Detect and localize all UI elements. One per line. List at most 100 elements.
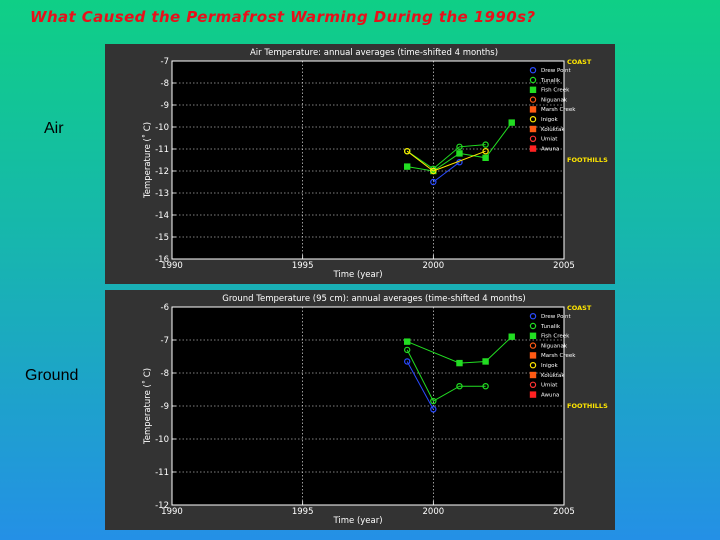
ground-x-axis-label: Time (year) — [332, 516, 382, 526]
air-y-tick-label: -9 — [161, 101, 169, 111]
air-x-tick-label: 1995 — [292, 261, 314, 271]
ground-x-tick-label: 2000 — [423, 507, 445, 517]
ground-legend-label-inigok: Inigok — [541, 363, 558, 369]
air-legend-label-inigok: Inigok — [541, 117, 558, 123]
ground-point-tunalik — [456, 382, 463, 390]
air-point-fish-creek — [456, 150, 463, 157]
ground-legend-marker-koluktak — [529, 371, 537, 379]
air-series-line-inigok — [406, 150, 486, 172]
ground-y-tick-label: -11 — [155, 468, 169, 478]
air-chart-title: Air Temperature: annual averages (time-s… — [250, 48, 498, 58]
ground-temperature-chart: 1990 1995 2000 2005 -6 -7 -8 -9 -10 -11 -12 Ground … — [142, 294, 608, 526]
ground-series-line-fish-creek — [407, 336, 513, 364]
air-series-line-tunalik — [406, 144, 486, 170]
air-y-tick-label: -14 — [155, 211, 169, 221]
ground-point-tunalik — [430, 397, 437, 405]
ground-point-tunalik — [404, 346, 411, 354]
air-legend-marker-umiat — [529, 135, 537, 143]
ground-y-tick-label: -10 — [155, 435, 169, 445]
ground-y-tick-label: -12 — [155, 501, 169, 511]
ground-temperature-chart-panel: 1990 1995 2000 2005 -6 -7 -8 -9 -10 -11 -12 Ground … — [105, 290, 615, 530]
ground-legend-coast-label: COAST — [567, 304, 592, 312]
air-legend-label-awuna: Awuna — [541, 146, 559, 152]
ground-series-line-drew-point — [406, 361, 434, 410]
air-legend-marker-fish-creek — [529, 86, 537, 93]
ground-legend-label-umiat: Umiat — [541, 383, 558, 389]
air-legend-label-marsh-creek: Marsh Creek — [541, 107, 576, 113]
air-x-tick-label: 2005 — [553, 261, 575, 271]
air-y-tick-label: -7 — [161, 57, 169, 67]
ground-legend-marker-niguanak — [529, 342, 537, 349]
ground-point-drew-point — [430, 406, 437, 413]
air-label: Air — [44, 120, 64, 137]
air-legend-marker-niguanak — [529, 96, 537, 103]
air-point-inigok — [482, 147, 489, 155]
air-series-line-drew-point — [432, 161, 460, 183]
ground-legend-label-koluktak: Koluktak — [541, 373, 565, 379]
air-legend-marker-drew-point — [529, 67, 537, 74]
ground-point-tunalik — [482, 382, 489, 390]
ground-point-fish-creek — [456, 359, 463, 367]
ground-legend-marker-inigok — [529, 361, 537, 369]
air-point-fish-creek — [482, 154, 489, 161]
air-temperature-chart-panel: 1990 1995 2000 2005 -7 -8 -9 -10 -11 -12 -13 -14 -15… — [105, 44, 615, 284]
ground-legend-marker-awuna — [529, 391, 537, 398]
air-point-inigok — [404, 147, 411, 155]
air-legend-marker-koluktak — [529, 125, 537, 133]
air-y-tick-label: -15 — [155, 233, 169, 243]
air-plot-area — [171, 60, 565, 260]
ground-legend-marker-tunalik — [529, 322, 537, 330]
air-legend-label-fish-creek: Fish Creek — [541, 88, 570, 94]
ground-x-tick-label: 1990 — [161, 507, 183, 517]
ground-point-fish-creek — [404, 338, 411, 345]
air-legend-label-niguanak: Niguanak — [541, 97, 568, 103]
ground-legend-label-awuna: Awuna — [541, 392, 559, 398]
ground-legend-foothills-label: FOOTHILLS — [567, 402, 608, 410]
ground-y-tick-label: -9 — [161, 402, 169, 412]
air-point-fish-creek — [404, 163, 411, 170]
air-point-tunalik — [456, 143, 463, 151]
ground-legend-marker-drew-point — [529, 313, 537, 320]
air-legend-foothills-label: FOOTHILLS — [567, 156, 608, 164]
ground-legend-label-tunalik: Tunalik — [540, 324, 561, 330]
slide-title: What Caused the Permafrost Warming Durin… — [30, 8, 536, 26]
ground-point-fish-creek — [508, 333, 515, 340]
ground-y-axis-label: Temperature (˚ C) — [142, 368, 153, 445]
air-y-axis-label: Temperature (˚ C) — [142, 122, 153, 199]
ground-legend-marker-umiat — [529, 381, 537, 389]
ground-point-fish-creek — [482, 358, 489, 365]
ground-label: Ground — [25, 367, 79, 384]
air-y-tick-label: -10 — [155, 123, 169, 133]
air-legend-marker-marsh-creek — [529, 106, 537, 113]
ground-y-tick-label: -6 — [161, 303, 169, 313]
air-legend-label-koluktak: Koluktak — [541, 127, 565, 133]
air-x-axis-label: Time (year) — [332, 270, 382, 280]
air-legend-marker-awuna — [529, 145, 537, 152]
ground-series-line-tunalik — [406, 349, 486, 402]
ground-legend-marker-fish-creek — [529, 332, 537, 339]
air-point-fish-creek — [508, 119, 515, 126]
air-y-tick-label: -8 — [161, 79, 169, 89]
air-y-tick-label: -11 — [155, 145, 169, 155]
air-y-tick-label: -12 — [155, 167, 169, 177]
ground-x-tick-label: 2005 — [553, 507, 575, 517]
air-point-tunalik — [482, 141, 489, 148]
ground-legend-label-niguanak: Niguanak — [541, 343, 568, 349]
air-y-tick-label: -16 — [155, 255, 169, 265]
ground-legend-marker-marsh-creek — [529, 352, 537, 359]
ground-x-tick-label: 1995 — [292, 507, 314, 517]
ground-legend-label-drew-point: Drew Point — [541, 314, 572, 320]
air-legend-marker-tunalik — [529, 76, 537, 84]
air-y-tick-label: -13 — [155, 189, 169, 199]
ground-legend-label-fish-creek: Fish Creek — [541, 334, 570, 340]
air-point-inigok — [430, 167, 437, 175]
air-point-drew-point — [430, 178, 437, 186]
ground-point-drew-point — [404, 358, 411, 365]
air-legend-label-umiat: Umiat — [541, 137, 558, 143]
air-legend-label-drew-point: Drew Point — [541, 68, 572, 74]
air-temperature-chart: 1990 1995 2000 2005 -7 -8 -9 -10 -11 -12 -13 -14 -15… — [142, 48, 608, 280]
air-legend-marker-inigok — [529, 115, 537, 123]
ground-chart-title: Ground Temperature (95 cm): annual avera… — [222, 294, 525, 304]
air-x-tick-label: 1990 — [161, 261, 183, 271]
ground-y-tick-label: -8 — [161, 369, 169, 379]
